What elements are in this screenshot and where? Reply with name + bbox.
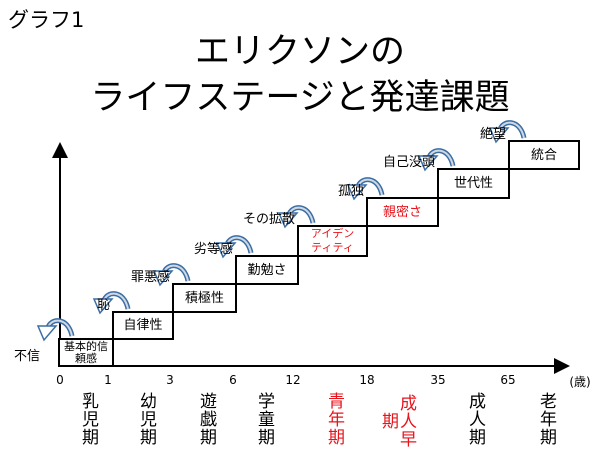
virtue-box: アイデンティティ xyxy=(297,225,368,257)
virtue-box: 勤勉さ xyxy=(235,255,299,285)
stage-label: 老年期 xyxy=(536,392,556,446)
curved-arrow-icon xyxy=(277,205,316,229)
curved-arrow-icon xyxy=(36,318,75,342)
stage-label: 乳児期 xyxy=(78,392,98,446)
crisis-label: 絶望 xyxy=(479,127,506,142)
curved-arrow-icon xyxy=(346,177,385,201)
curved-arrow-icon xyxy=(152,263,191,287)
crisis-label: 罪悪感 xyxy=(130,270,170,285)
age-tick-label: 6 xyxy=(229,373,237,387)
crisis-label: 自己没頭 xyxy=(382,155,435,170)
crisis-label: 孤独 xyxy=(337,184,364,199)
curved-arrow-icon xyxy=(92,291,131,315)
stage-label: 幼児期 xyxy=(136,392,156,446)
title-line-2: ライフステージと発達課題 xyxy=(90,78,510,118)
curved-arrow-icon xyxy=(417,148,456,172)
curved-arrow-icon xyxy=(215,235,254,259)
virtue-box: 自律性 xyxy=(112,311,174,340)
virtue-box: 基本的信頼感 xyxy=(58,338,114,367)
age-tick-label: 65 xyxy=(500,373,516,387)
age-tick-label: 3 xyxy=(166,373,174,387)
age-unit-label: (歳) xyxy=(569,375,591,389)
age-tick-label: 12 xyxy=(285,373,301,387)
stage-label: 遊戯期 xyxy=(196,392,216,446)
stage-label: 成人期 xyxy=(465,392,485,446)
age-tick-label: 0 xyxy=(56,373,64,387)
crisis-label: その拡散 xyxy=(242,212,295,227)
age-tick-label: 35 xyxy=(430,373,446,387)
crisis-label: 恥 xyxy=(96,298,110,313)
curved-arrow-icon xyxy=(488,120,527,144)
virtue-box: 統合 xyxy=(508,140,580,170)
crisis-label: 劣等感 xyxy=(193,242,233,257)
stage-label: 青年期 xyxy=(324,392,344,446)
virtue-box: 親密さ xyxy=(366,197,439,227)
age-tick-label: 18 xyxy=(359,373,375,387)
virtue-box: 積極性 xyxy=(172,283,237,313)
title-line-1: エリクソンの xyxy=(194,32,405,72)
stage-label: 学童期 xyxy=(254,392,274,446)
virtue-box: 世代性 xyxy=(437,168,510,199)
stage-label: 成人早期 xyxy=(378,394,416,448)
graph-label: グラフ1 xyxy=(8,8,85,32)
age-tick-label: 1 xyxy=(104,373,112,387)
crisis-label: 不信 xyxy=(13,349,40,364)
